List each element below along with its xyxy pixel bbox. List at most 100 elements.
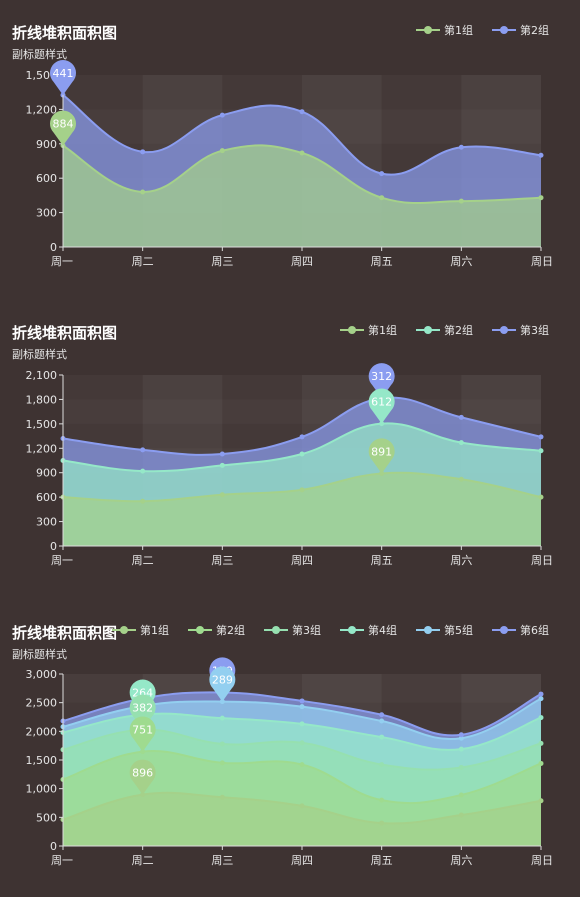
point-s1-3[interactable] (299, 487, 305, 493)
legend-item-2[interactable]: 第2组 (188, 623, 245, 637)
point-s5-3[interactable] (299, 704, 305, 710)
point-s1-4[interactable] (379, 195, 385, 201)
legend-item-6[interactable]: 第6组 (492, 623, 549, 637)
point-s2-6[interactable] (538, 448, 544, 454)
point-s1-6[interactable] (538, 798, 544, 804)
point-s3-3[interactable] (299, 740, 305, 746)
point-s1-5[interactable] (458, 812, 464, 818)
point-s2-4[interactable] (379, 797, 385, 803)
pin-marker[interactable]: 441 (50, 60, 77, 96)
point-s1-1[interactable] (140, 498, 146, 504)
pin-label: 891 (371, 445, 392, 458)
legend-item-1[interactable]: 第1组 (112, 623, 169, 637)
point-s1-4[interactable] (379, 820, 385, 826)
point-s5-5[interactable] (458, 735, 464, 741)
point-s2-6[interactable] (538, 152, 544, 158)
y-tick-label: 1,200 (26, 442, 58, 455)
legend: 第2组 第1组 (416, 23, 549, 37)
point-s1-1[interactable] (140, 189, 146, 195)
x-tick-label: 周三 (211, 554, 233, 567)
point-s5-4[interactable] (379, 718, 385, 724)
point-s1-2[interactable] (219, 148, 225, 154)
point-s2-2[interactable] (219, 112, 225, 118)
point-s2-4[interactable] (379, 171, 385, 177)
x-tick-label: 周二 (132, 554, 154, 567)
point-s2-5[interactable] (458, 792, 464, 798)
point-s3-2[interactable] (219, 451, 225, 457)
legend-item-1[interactable]: 第1组 (340, 323, 397, 337)
point-s3-5[interactable] (458, 764, 464, 770)
point-s2-5[interactable] (458, 144, 464, 150)
legend-item-2[interactable]: 第2组 (416, 323, 473, 337)
pin-marker[interactable]: 751 (129, 716, 156, 752)
legend-label: 第1组 (140, 623, 169, 637)
point-s2-3[interactable] (299, 762, 305, 768)
x-tick-label: 周日 (531, 255, 553, 268)
area-series-1 (63, 145, 541, 247)
pin-shape (368, 388, 395, 424)
legend-item-1[interactable]: 第1组 (416, 23, 473, 37)
pin-marker[interactable]: 289 (209, 666, 236, 702)
point-s3-1[interactable] (140, 447, 146, 453)
x-tick-label: 周一 (51, 554, 73, 567)
area-series-1 (63, 792, 541, 846)
pin-marker[interactable]: 382 (129, 694, 156, 730)
point-s2-6[interactable] (538, 760, 544, 766)
pin-marker[interactable]: 891 (368, 438, 395, 474)
pin-marker[interactable]: 612 (368, 388, 395, 424)
x-tick-label: 周六 (450, 554, 472, 567)
pin-label: 612 (371, 396, 392, 409)
point-s1-6[interactable] (538, 195, 544, 201)
point-s6-4[interactable] (379, 712, 385, 718)
point-s4-4[interactable] (379, 734, 385, 740)
point-s1-3[interactable] (299, 803, 305, 809)
legend-label: 第2组 (444, 323, 473, 337)
chart-subtitle: 副标题样式 (12, 647, 67, 661)
point-s2-1[interactable] (140, 149, 146, 155)
legend-item-5[interactable]: 第5组 (416, 623, 473, 637)
point-s6-6[interactable] (538, 691, 544, 697)
y-tick-label: 0 (50, 840, 57, 853)
pin-marker[interactable]: 312 (368, 363, 395, 399)
point-s3-5[interactable] (458, 414, 464, 420)
point-s3-3[interactable] (299, 434, 305, 440)
legend-dot-icon (424, 626, 432, 634)
point-s2-2[interactable] (219, 760, 225, 766)
point-s6-3[interactable] (299, 698, 305, 704)
area-series-1 (63, 472, 541, 546)
point-s2-3[interactable] (299, 109, 305, 115)
pin-shape (209, 666, 236, 702)
point-s1-5[interactable] (458, 476, 464, 482)
point-s4-3[interactable] (299, 721, 305, 727)
legend-dot-icon (500, 26, 508, 34)
point-s5-6[interactable] (538, 696, 544, 702)
point-s3-2[interactable] (219, 741, 225, 747)
point-s2-2[interactable] (219, 462, 225, 468)
legend-item-3[interactable]: 第3组 (264, 623, 321, 637)
pin-marker[interactable]: 884 (50, 110, 77, 146)
point-s1-6[interactable] (538, 494, 544, 500)
pin-marker[interactable]: 896 (129, 759, 156, 795)
point-s2-1[interactable] (140, 468, 146, 474)
legend-item-2[interactable]: 第2组 (492, 23, 549, 37)
point-s4-6[interactable] (538, 715, 544, 721)
point-s4-5[interactable] (458, 746, 464, 752)
point-s3-6[interactable] (538, 434, 544, 440)
point-s4-2[interactable] (219, 715, 225, 721)
point-s2-1[interactable] (140, 749, 146, 755)
point-s1-5[interactable] (458, 198, 464, 204)
pin-shape (129, 716, 156, 752)
legend-item-3[interactable]: 第3组 (492, 323, 549, 337)
point-s1-3[interactable] (299, 150, 305, 156)
point-s2-3[interactable] (299, 451, 305, 457)
point-s2-5[interactable] (458, 440, 464, 446)
legend-item-4[interactable]: 第4组 (340, 623, 397, 637)
y-tick-label: 1,200 (26, 103, 58, 116)
point-s3-6[interactable] (538, 740, 544, 746)
point-s6-5[interactable] (458, 732, 464, 738)
y-tick-label: 1,500 (26, 418, 58, 431)
point-s1-2[interactable] (219, 794, 225, 800)
point-s1-2[interactable] (219, 492, 225, 498)
point-s3-4[interactable] (379, 762, 385, 768)
x-tick-label: 周二 (132, 255, 154, 268)
